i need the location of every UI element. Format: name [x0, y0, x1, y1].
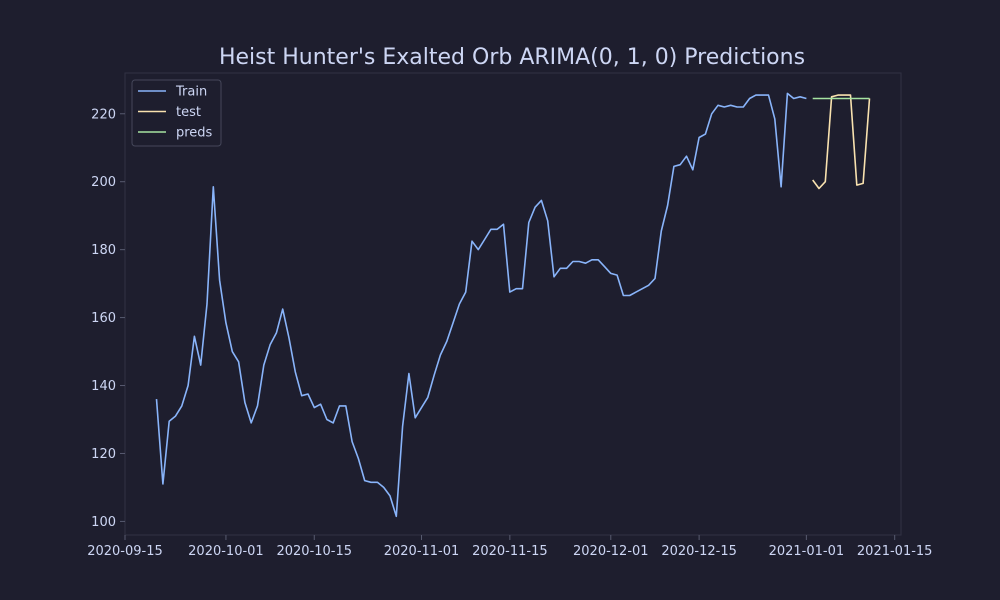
- series-line-train: [155, 92, 807, 518]
- legend-label-test: test: [176, 105, 201, 120]
- y-axis: 100 120 140 160 180 200 220: [91, 107, 125, 530]
- chart-title: Heist Hunter's Exalted Orb ARIMA(0, 1, 0…: [219, 45, 805, 70]
- y-tick-label: 120: [91, 447, 116, 462]
- x-tick-label: 2021-01-01: [769, 544, 845, 559]
- legend-label-train: Train: [175, 85, 207, 100]
- y-tick-label: 140: [91, 379, 116, 394]
- legend: Train test preds: [131, 79, 222, 147]
- y-tick-label: 100: [91, 515, 116, 530]
- x-tick-label: 2020-11-15: [472, 544, 548, 559]
- legend-box: [131, 79, 222, 147]
- x-tick-label: 2020-09-15: [87, 544, 163, 559]
- x-tick-label: 2020-12-15: [661, 544, 737, 559]
- series-line-test: [812, 94, 871, 190]
- y-tick-label: 220: [91, 107, 116, 122]
- y-tick-label: 200: [91, 175, 116, 190]
- plot-area: [124, 72, 902, 536]
- legend-label-preds: preds: [176, 126, 213, 141]
- x-tick-label: 2020-10-15: [276, 544, 352, 559]
- x-tick-label: 2020-12-01: [573, 544, 649, 559]
- y-tick-label: 160: [91, 311, 116, 326]
- x-tick-label: 2020-10-01: [188, 544, 264, 559]
- y-tick-label: 180: [91, 243, 116, 258]
- x-axis: 2020-09-15 2020-10-01 2020-10-15 2020-11-01…: [87, 535, 932, 559]
- x-tick-label: 2021-01-15: [857, 544, 933, 559]
- series-layer: [155, 92, 871, 518]
- x-tick-label: 2020-11-01: [384, 544, 460, 559]
